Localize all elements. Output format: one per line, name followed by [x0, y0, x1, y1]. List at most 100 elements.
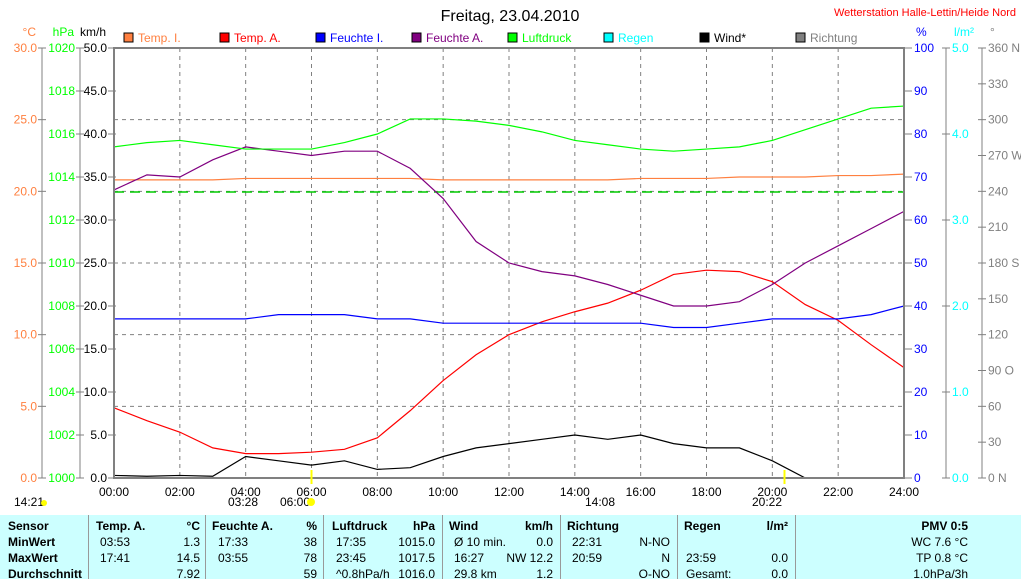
- axis-tick-label: 0.0: [952, 471, 969, 485]
- axis-tick-label: 5.0: [90, 428, 107, 442]
- legend-swatch: [699, 32, 710, 43]
- cell-temp_v: 7.92: [176, 567, 200, 581]
- axis-tick-label: 150: [988, 292, 1008, 306]
- x-tick-label: 24:00: [889, 485, 919, 499]
- cell-label: MinWert: [8, 535, 56, 549]
- x-tick-label: 02:00: [165, 485, 195, 499]
- axis-tick-label: 2.0: [952, 299, 969, 313]
- axis-tick-label: 4.0: [952, 127, 969, 141]
- cell-ri_t: 20:59: [572, 551, 603, 565]
- axis-tick-label: 1016: [48, 127, 75, 141]
- cell-wi_v: 1.2: [536, 567, 553, 581]
- cell-dr_v: 1017.5: [398, 551, 435, 565]
- chart-title: Freitag, 23.04.2010: [441, 8, 580, 25]
- axis-tick-label: 50: [914, 256, 928, 270]
- axis-unit-label: %: [916, 25, 927, 39]
- sun-icon: [307, 498, 315, 506]
- axis-tick-label: 360 N: [988, 41, 1020, 55]
- axis-tick-label: 20.0: [84, 299, 108, 313]
- axis-tick-label: 25.0: [14, 113, 38, 127]
- cell-label: Durchschnitt: [8, 567, 83, 581]
- axis-tick-label: 100: [914, 41, 934, 55]
- x-tick-label: 10:00: [428, 485, 458, 499]
- axis-tick-label: 5.0: [20, 399, 37, 413]
- cell-ri_v: N: [661, 551, 670, 565]
- axis-tick-label: 0 N: [988, 471, 1007, 485]
- weather-chart: Freitag, 23.04.2010 Wetterstation Halle-…: [14, 7, 1021, 509]
- cell-wi_t: 29.8 km: [454, 567, 497, 581]
- axis-tick-label: 15.0: [14, 256, 38, 270]
- axis-tick-label: 30: [988, 435, 1002, 449]
- legend-swatch: [603, 32, 614, 43]
- cell-wi_v: 0.0: [536, 535, 553, 549]
- axis-tick-label: 45.0: [84, 84, 108, 98]
- legend-label: Feuchte A.: [426, 31, 483, 45]
- axis-tick-label: 1002: [48, 428, 75, 442]
- axis-tick-label: 10.0: [14, 328, 38, 342]
- cell-feu_v: 59: [303, 567, 317, 581]
- cell-wi_t: Ø 10 min.: [454, 535, 507, 549]
- axis-unit-label: km/h: [80, 25, 106, 39]
- cell-feu_v: 78: [303, 551, 317, 565]
- axis-tick-label: 0.0: [90, 471, 107, 485]
- axis-tick-label: 40.0: [84, 127, 108, 141]
- plot-frame: [113, 47, 905, 479]
- cell-re_t: 23:59: [686, 551, 717, 565]
- axis-unit-label: °C: [23, 25, 37, 39]
- axis-tick-label: 20: [914, 385, 928, 399]
- series-line-feuchte-a-: [113, 146, 905, 307]
- hdr-temp-unit: °C: [186, 519, 200, 533]
- station-name: Wetterstation Halle-Lettin/Heide Nord: [834, 7, 1016, 19]
- axis-tick-label: 3.0: [952, 213, 969, 227]
- series-line-wind-: [113, 434, 904, 479]
- legend-label: Temp. A.: [234, 31, 281, 45]
- hdr-wind-unit: km/h: [524, 519, 553, 533]
- legend-swatch: [795, 32, 806, 43]
- series-line-temp-i-: [114, 173, 905, 181]
- x-tick-label: 08:00: [362, 485, 392, 499]
- axis-tick-label: 1018: [48, 84, 75, 98]
- cell-temp_t: 17:41: [100, 551, 131, 565]
- axis-tick-label: 40: [914, 299, 928, 313]
- axis-tick-label: 1006: [48, 342, 75, 356]
- statistics-table: Sensor Temp. A. °C Feuchte A. % Luftdruc…: [0, 515, 1021, 581]
- axis-tick-label: 1010: [48, 256, 75, 270]
- x-tick-label: 20:00: [757, 485, 787, 499]
- axis-tick-label: 5.0: [952, 41, 969, 55]
- x-tick-label: 04:00: [231, 485, 261, 499]
- axis-tick-label: 1012: [48, 213, 75, 227]
- series-line-temp-a-: [113, 269, 905, 455]
- marker-marker_a: 03:28: [228, 495, 258, 509]
- axis-tick-label: 30: [914, 342, 928, 356]
- cell-dr_v: 1015.0: [398, 535, 435, 549]
- cell-re_v: 0.0: [771, 551, 788, 565]
- series-line-feuchte-i-: [114, 305, 905, 329]
- cell-dr_t: 23:45: [336, 551, 367, 565]
- legend-label: Feuchte I.: [330, 31, 383, 45]
- marker-sunset: 20:22: [752, 495, 782, 509]
- cell-ri_t: 22:31: [572, 535, 603, 549]
- cell-wi_v: NW 12.2: [506, 551, 553, 565]
- axis-tick-label: 90 O: [988, 364, 1014, 378]
- axis-tick-label: 210: [988, 220, 1008, 234]
- axis-tick-label: 60: [914, 213, 928, 227]
- axis-tick-label: 25.0: [84, 256, 108, 270]
- axis-tick-label: 1014: [48, 170, 75, 184]
- x-tick-label: 06:00: [296, 485, 326, 499]
- cell-ri_v: N-NO: [639, 535, 670, 549]
- x-tick-label: 14:00: [560, 485, 590, 499]
- moon-icon: [41, 500, 47, 506]
- legend-swatch: [219, 32, 230, 43]
- axis-tick-label: 10: [914, 428, 928, 442]
- cell-ri_v: O-NO: [638, 567, 670, 581]
- axis-tick-label: 330: [988, 77, 1008, 91]
- cell-feu_v: 38: [303, 535, 317, 549]
- legend-swatch: [411, 32, 422, 43]
- axis-tick-label: 300: [988, 113, 1008, 127]
- cell-pmv: TP 0.8 °C: [916, 551, 968, 565]
- legend-label: Regen: [618, 31, 653, 45]
- legend-label: Luftdruck: [522, 31, 572, 45]
- axis-tick-label: 30.0: [14, 41, 38, 55]
- hdr-druck: Luftdruck: [332, 519, 388, 533]
- cell-pmv: 1.0hPa/3h: [913, 567, 968, 581]
